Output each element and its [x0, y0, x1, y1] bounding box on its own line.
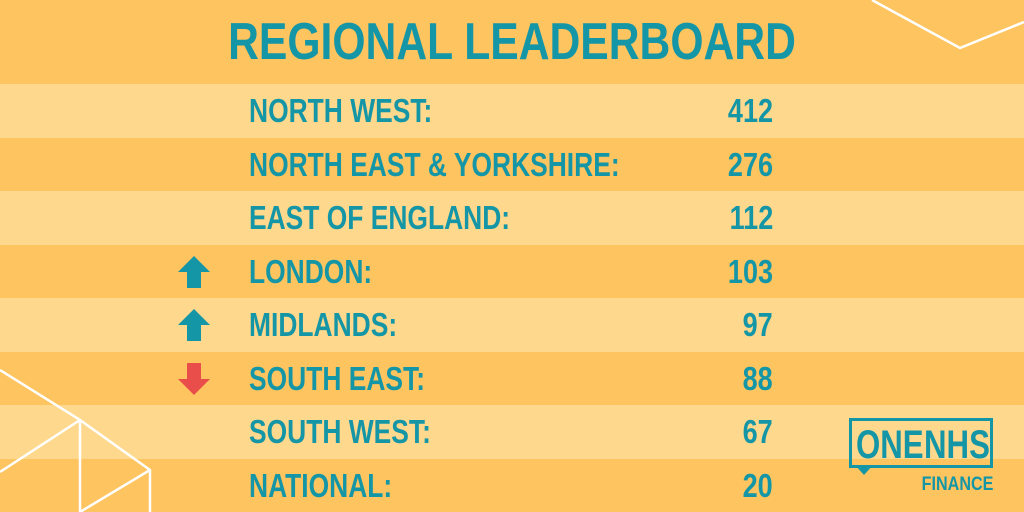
region-label: NORTH EAST & YORKSHIRE:	[249, 145, 620, 183]
logo-speech-box: ONE NHS	[849, 418, 993, 468]
region-score: 276	[727, 145, 773, 183]
table-row: MIDLANDS: 97	[0, 298, 1024, 352]
table-row: SOUTH EAST: 88	[0, 351, 1024, 405]
region-label: NORTH WEST:	[249, 92, 433, 129]
region-score: 412	[727, 92, 773, 129]
logo-finance-text: FINANCE	[921, 474, 993, 495]
region-score: 20	[742, 466, 773, 504]
region-score: 97	[742, 306, 773, 343]
up-arrow-icon	[178, 255, 210, 288]
region-score: 112	[729, 199, 773, 236]
table-row: EAST OF ENGLAND: 112	[0, 191, 1024, 245]
logo-speech-tail	[855, 465, 873, 475]
region-label: MIDLANDS:	[249, 306, 398, 343]
table-row: NORTH WEST: 412	[0, 84, 1024, 138]
table-row: LONDON: 103	[0, 244, 1024, 298]
logo-one-text: ONE	[856, 423, 924, 467]
down-arrow-icon	[178, 362, 210, 395]
region-label: LONDON:	[249, 252, 373, 290]
table-row: NORTH EAST & YORKSHIRE: 276	[0, 137, 1024, 191]
region-label: EAST OF ENGLAND:	[249, 199, 511, 236]
region-label: NATIONAL:	[249, 466, 393, 504]
region-score: 88	[742, 359, 773, 397]
up-arrow-icon	[178, 309, 210, 341]
leaderboard-rows: NORTH WEST: 412 NORTH EAST & YORKSHIRE: …	[0, 84, 1024, 512]
region-score: 103	[727, 252, 773, 290]
table-row: SOUTH WEST: 67	[0, 405, 1024, 459]
region-label: SOUTH WEST:	[249, 413, 431, 450]
one-nhs-finance-logo: ONE NHS FINANCE	[849, 418, 995, 496]
logo-nhs-text: NHS	[924, 423, 990, 467]
title-band	[0, 0, 1024, 84]
region-score: 67	[742, 413, 773, 450]
region-label: SOUTH EAST:	[249, 359, 426, 397]
page-title: REGIONAL LEADERBOARD	[228, 13, 796, 71]
